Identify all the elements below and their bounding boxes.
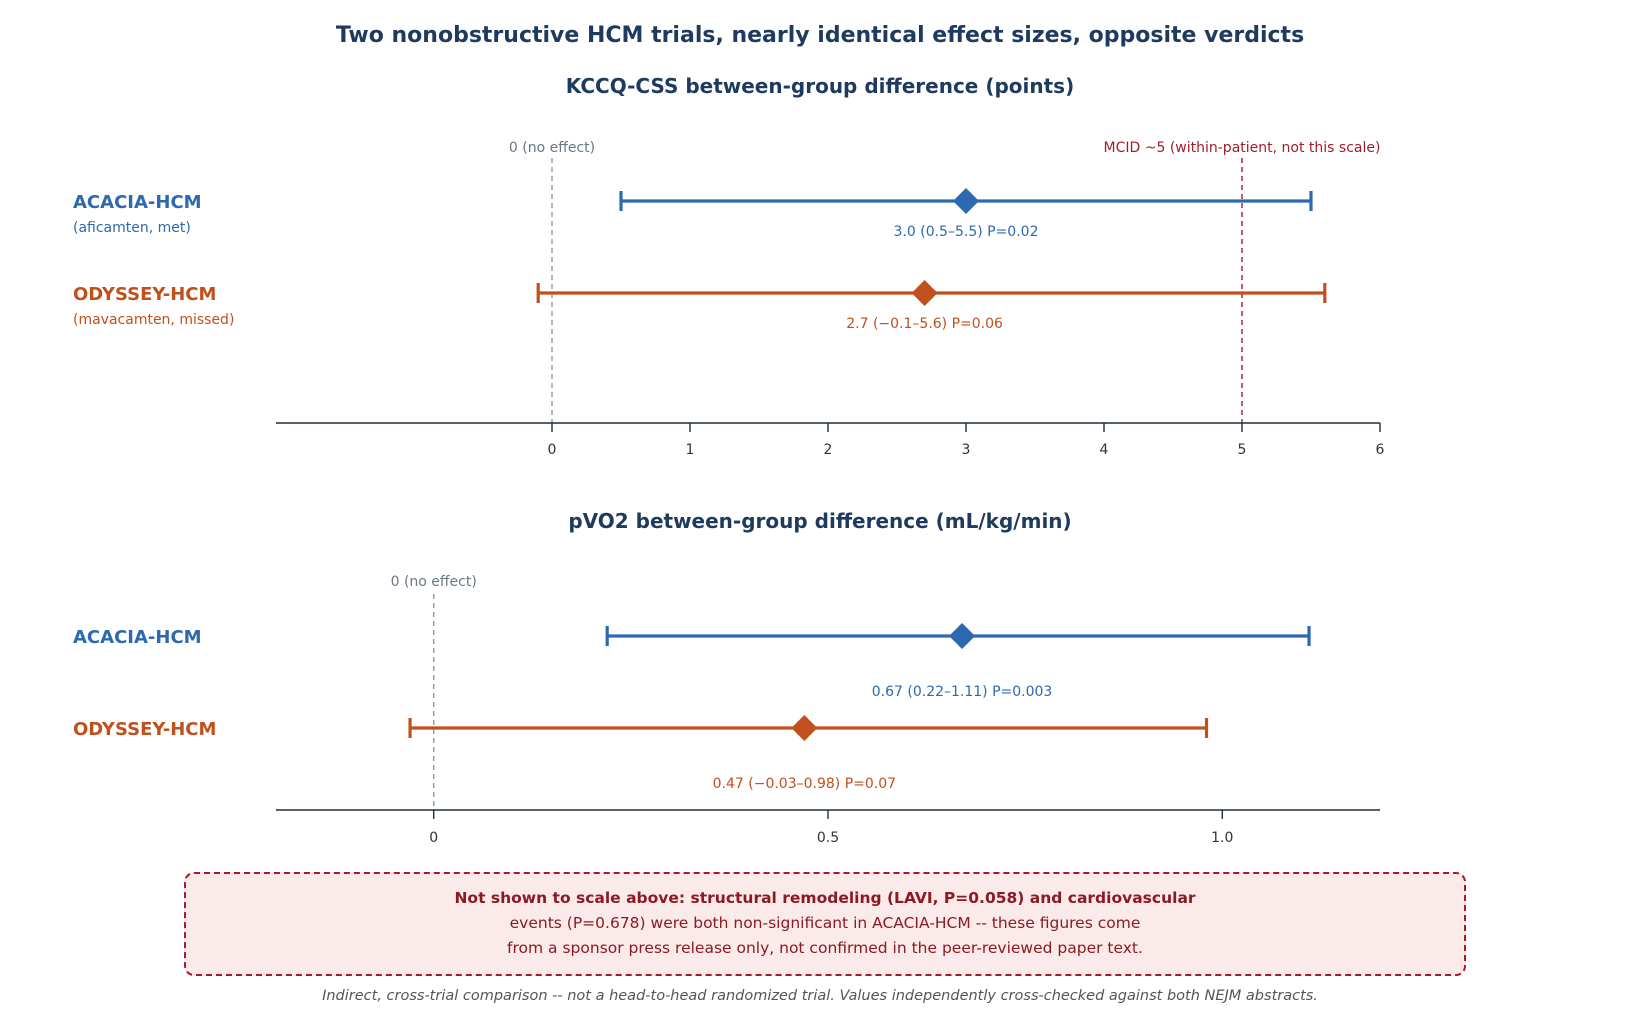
trial-name-acacia-hcm: ACACIA-HCM (73, 192, 202, 213)
x-tick-label: 1.0 (1211, 830, 1233, 846)
estimate-label-odyssey-hcm: 0.47 (−0.03–0.98) P=0.07 (713, 776, 896, 792)
kccq-panel: KCCQ-CSS between-group difference (point… (73, 74, 1385, 458)
figure-title: Two nonobstructive HCM trials, nearly id… (336, 23, 1304, 48)
trial-name-odyssey-hcm: ODYSSEY-HCM (73, 719, 216, 740)
x-tick-label: 2 (824, 442, 833, 458)
pvo2-panel-title: pVO2 between-group difference (mL/kg/min… (568, 509, 1071, 533)
estimate-label-acacia-hcm: 0.67 (0.22–1.11) P=0.003 (872, 684, 1053, 700)
reference-label-zero: 0 (no effect) (509, 140, 595, 156)
reference-label-mcid: MCID ~5 (within-patient, not this scale) (1104, 140, 1381, 156)
caveat-note-line-2: events (P=0.678) were both non-significa… (509, 914, 1141, 932)
x-tick-label: 4 (1100, 442, 1109, 458)
trial-subtitle-acacia-hcm: (aficamten, met) (73, 220, 191, 236)
pvo2-panel: pVO2 between-group difference (mL/kg/min… (73, 509, 1380, 846)
x-tick-label: 6 (1376, 442, 1385, 458)
x-tick-label: 0 (429, 830, 438, 846)
caveat-note-line-3: from a sponsor press release only, not c… (507, 939, 1143, 957)
estimate-label-odyssey-hcm: 2.7 (−0.1–5.6) P=0.06 (846, 316, 1003, 332)
estimate-label-acacia-hcm: 3.0 (0.5–5.5) P=0.02 (894, 224, 1039, 240)
x-tick-label: 0 (548, 442, 557, 458)
kccq-panel-title: KCCQ-CSS between-group difference (point… (566, 74, 1074, 98)
trial-subtitle-odyssey-hcm: (mavacamten, missed) (73, 312, 234, 328)
point-estimate-acacia-hcm (949, 623, 976, 649)
reference-label-zero: 0 (no effect) (391, 574, 477, 590)
point-estimate-odyssey-hcm (791, 715, 818, 741)
point-estimate-acacia-hcm (953, 188, 979, 214)
x-tick-label: 0.5 (817, 830, 839, 846)
caveat-note-line-1: Not shown to scale above: structural rem… (454, 889, 1196, 907)
caveat-note-box: Not shown to scale above: structural rem… (184, 872, 1466, 976)
x-tick-label: 3 (962, 442, 971, 458)
trial-name-acacia-hcm: ACACIA-HCM (73, 627, 202, 648)
point-estimate-odyssey-hcm (911, 280, 938, 306)
x-tick-label: 5 (1238, 442, 1247, 458)
footer-disclaimer: Indirect, cross-trial comparison -- not … (322, 988, 1318, 1004)
trial-name-odyssey-hcm: ODYSSEY-HCM (73, 284, 216, 305)
x-tick-label: 1 (686, 442, 695, 458)
